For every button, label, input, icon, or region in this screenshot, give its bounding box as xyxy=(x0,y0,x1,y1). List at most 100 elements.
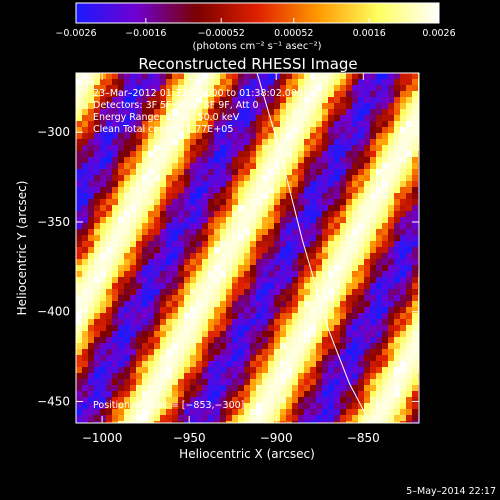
heatmap-cell xyxy=(184,85,191,92)
heatmap-cell xyxy=(406,145,413,152)
heatmap-cell xyxy=(166,277,173,284)
heatmap-cell xyxy=(346,109,353,116)
heatmap-cell xyxy=(328,175,335,182)
heatmap-cell xyxy=(286,289,293,296)
heatmap-cell xyxy=(370,181,377,188)
heatmap-cell xyxy=(112,157,119,164)
heatmap-cell xyxy=(304,319,311,326)
heatmap-cell xyxy=(400,121,407,128)
heatmap-cell xyxy=(124,259,131,266)
heatmap-cell xyxy=(364,319,371,326)
heatmap-cell xyxy=(106,211,113,218)
heatmap-cell xyxy=(232,211,239,218)
heatmap-cell xyxy=(370,355,377,362)
heatmap-cell xyxy=(124,313,131,320)
heatmap-cell xyxy=(352,289,359,296)
heatmap-cell xyxy=(400,409,407,416)
heatmap-cell xyxy=(154,343,161,350)
heatmap-cell xyxy=(328,391,335,398)
heatmap-cell xyxy=(190,289,197,296)
heatmap-cell xyxy=(88,385,95,392)
heatmap-cell xyxy=(100,277,107,284)
heatmap-cell xyxy=(364,193,371,200)
heatmap-cell xyxy=(220,229,227,236)
heatmap-cell xyxy=(280,307,287,314)
heatmap-cell xyxy=(226,127,233,134)
heatmap-cell xyxy=(196,337,203,344)
heatmap-cell xyxy=(262,277,269,284)
heatmap-cell xyxy=(352,373,359,380)
heatmap-cell xyxy=(190,169,197,176)
heatmap-cell xyxy=(172,343,179,350)
heatmap-cell xyxy=(370,151,377,158)
heatmap-cell xyxy=(340,187,347,194)
heatmap-cell xyxy=(100,373,107,380)
heatmap-cell xyxy=(124,289,131,296)
heatmap-cell xyxy=(112,367,119,374)
heatmap-cell xyxy=(130,253,137,260)
heatmap-cell xyxy=(322,205,329,212)
heatmap-cell xyxy=(346,211,353,218)
annotation-block: 23–Mar–2012 01:32:02.000 to 01:38:02.000… xyxy=(93,88,303,135)
heatmap-cell xyxy=(244,85,251,92)
heatmap-cell xyxy=(220,391,227,398)
heatmap-cell xyxy=(286,175,293,182)
heatmap-cell xyxy=(250,181,257,188)
heatmap-cell xyxy=(286,121,293,128)
heatmap-cell xyxy=(274,361,281,368)
heatmap-cell xyxy=(298,313,305,320)
heatmap-cell xyxy=(292,367,299,374)
heatmap-cell xyxy=(82,79,89,86)
heatmap-cell xyxy=(214,295,221,302)
heatmap-cell xyxy=(166,289,173,296)
heatmap-image xyxy=(76,73,419,423)
heatmap-cell xyxy=(238,109,245,116)
heatmap-cell xyxy=(208,379,215,386)
heatmap-cell xyxy=(256,415,263,422)
heatmap-cell xyxy=(274,133,281,140)
heatmap-cell xyxy=(178,103,185,110)
heatmap-cell xyxy=(196,223,203,230)
heatmap-cell xyxy=(148,313,155,320)
heatmap-cell xyxy=(256,259,263,266)
heatmap-cell xyxy=(358,181,365,188)
heatmap-cell xyxy=(310,385,317,392)
heatmap-cell xyxy=(106,103,113,110)
heatmap-cell xyxy=(106,145,113,152)
heatmap-cell xyxy=(184,391,191,398)
heatmap-cell xyxy=(262,265,269,272)
heatmap-cell xyxy=(280,415,287,422)
heatmap-cell xyxy=(100,199,107,206)
heatmap-cell xyxy=(112,265,119,272)
heatmap-cell xyxy=(382,313,389,320)
heatmap-cell xyxy=(232,355,239,362)
heatmap-cell xyxy=(172,181,179,188)
heatmap-cell xyxy=(250,247,257,254)
heatmap-cell xyxy=(148,271,155,278)
heatmap-cell xyxy=(310,211,317,218)
heatmap-cell xyxy=(334,193,341,200)
heatmap-cell xyxy=(328,169,335,176)
heatmap-cell xyxy=(82,421,89,423)
heatmap-cell xyxy=(400,385,407,392)
heatmap-cell xyxy=(82,139,89,146)
heatmap-cell xyxy=(202,397,209,404)
heatmap-cell xyxy=(370,361,377,368)
heatmap-cell xyxy=(262,373,269,380)
heatmap-cell xyxy=(268,355,275,362)
heatmap-cell xyxy=(232,223,239,230)
heatmap-cell xyxy=(400,259,407,266)
heatmap-cell xyxy=(412,295,419,302)
heatmap-cell xyxy=(178,115,185,122)
heatmap-cell xyxy=(124,241,131,248)
heatmap-cell xyxy=(244,79,251,86)
heatmap-cell xyxy=(328,121,335,128)
heatmap-cell xyxy=(262,133,269,140)
heatmap-cell xyxy=(316,217,323,224)
heatmap-cell xyxy=(262,385,269,392)
heatmap-cell xyxy=(106,235,113,242)
heatmap-cell xyxy=(358,145,365,152)
heatmap-cell xyxy=(130,157,137,164)
heatmap-cell xyxy=(412,187,419,194)
heatmap-cell xyxy=(106,217,113,224)
